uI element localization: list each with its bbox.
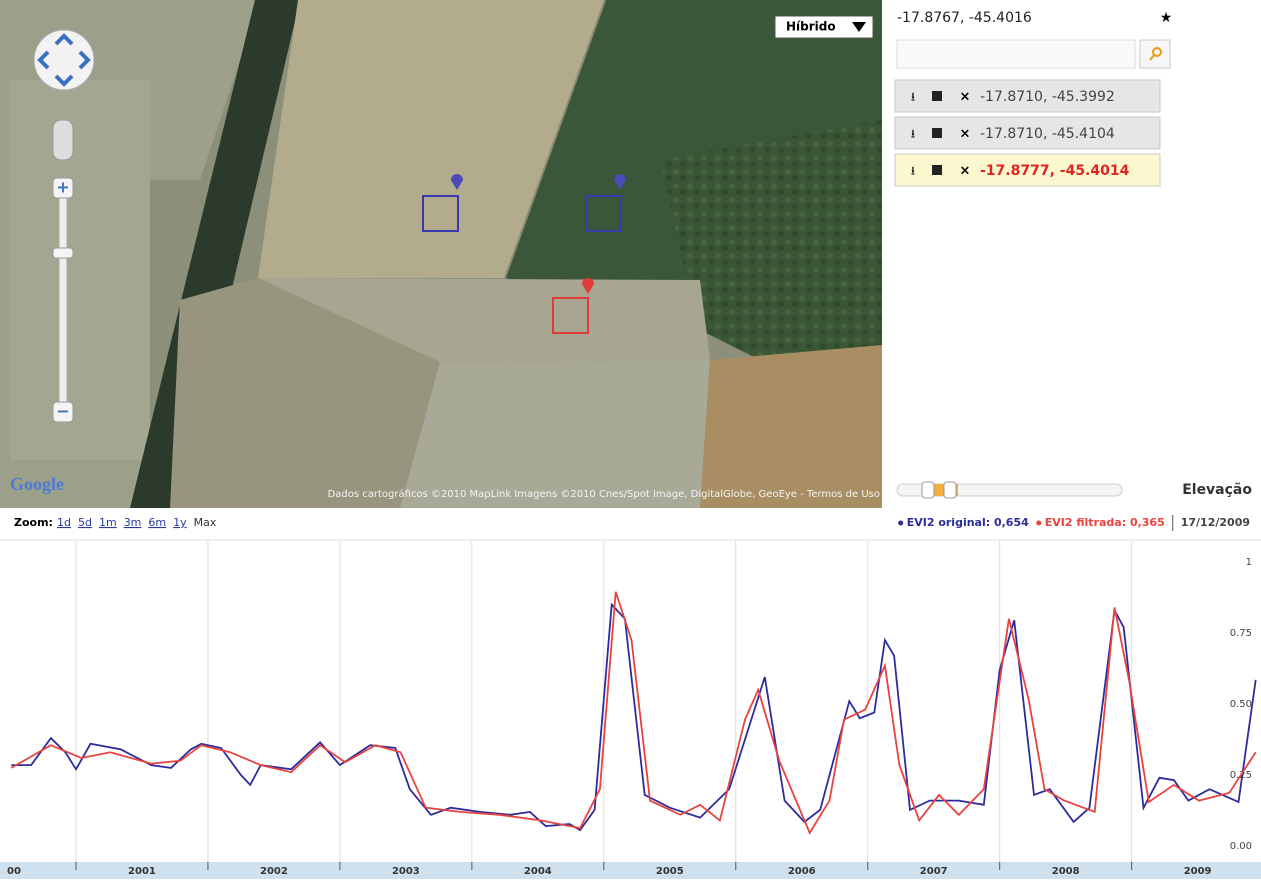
y-tick-label: 0.50 [1230, 699, 1252, 710]
x-tick-label: 2005 [656, 866, 684, 877]
x-tick-label: 2007 [920, 866, 948, 877]
x-tick-label: 2006 [788, 866, 816, 877]
icon: ⭳ [911, 164, 915, 178]
zoom-option[interactable]: 5d [78, 516, 92, 529]
x-tick-label: 2009 [1184, 866, 1212, 877]
icon[interactable]: × [960, 164, 971, 179]
series-line [10, 591, 1257, 835]
x-tick-label: 2008 [1052, 866, 1080, 877]
zoom-option[interactable]: 6m [148, 516, 166, 529]
icon: ⭳ [911, 127, 915, 141]
logo: Google [10, 474, 64, 494]
y-tick-label: 0.75 [1230, 628, 1252, 639]
zoom-option[interactable]: 1d [57, 516, 71, 529]
x-tick-label: 2003 [392, 866, 420, 877]
zoom-option[interactable]: 3m [124, 516, 142, 529]
attribution: Dados cartográficos ©2010 MapLink Imagen… [328, 488, 880, 500]
legend-dot [898, 520, 904, 526]
icon [932, 128, 942, 138]
zoom-label: Zoom: [14, 516, 53, 529]
icon [932, 91, 942, 101]
y-tick-label: 0.00 [1230, 841, 1252, 852]
svg-text:+: + [56, 178, 69, 197]
legend-dot [1036, 520, 1042, 526]
point-coords: -17.8710, -45.3992 [980, 89, 1115, 105]
x-tick-label: 2004 [524, 866, 552, 877]
sidebar: -17.8767, -45.4016 ★ ⭳ × -17.8710, -45.399… [894, 10, 1252, 499]
slider-handle[interactable] [943, 481, 957, 499]
icon: ⭳ [911, 90, 915, 104]
x-tick-label: 2001 [128, 866, 156, 877]
zoom-option[interactable]: 1m [99, 516, 117, 529]
icon [932, 165, 942, 175]
map[interactable]: + − Híbrido Google Dados cartográficos ©… [0, 0, 882, 508]
chart: 00 2001 2002 2003 2004 2005 2006 2007 2008 2009 0.… [7, 541, 1257, 877]
current-coords: -17.8767, -45.4016 [897, 10, 1032, 26]
x-tick-label: 2002 [260, 866, 288, 877]
svg-text:−: − [56, 402, 69, 421]
zoom-option[interactable]: 1y [173, 516, 187, 529]
icon[interactable]: × [960, 127, 971, 142]
icon[interactable]: × [960, 90, 971, 105]
search-button[interactable] [1139, 39, 1171, 69]
date: 17/12/2009 [1181, 516, 1250, 529]
point-coords: -17.8777, -45.4014 [980, 163, 1130, 179]
search-input[interactable] [896, 39, 1136, 69]
x-tick-label: 00 [7, 866, 21, 877]
elevation-label: Elevação [1182, 482, 1252, 498]
slider-handle[interactable] [921, 481, 935, 499]
point-coords: -17.8710, -45.4104 [980, 126, 1115, 142]
legend-entry: EVI2 filtrada: 0,365 [1045, 516, 1165, 529]
map-type[interactable]: Híbrido [786, 20, 836, 34]
legend-entry: EVI2 original: 0,654 [907, 516, 1029, 529]
series-line [11, 602, 1257, 832]
y-tick-label: 1 [1246, 557, 1252, 568]
zoom-option[interactable]: Max [194, 516, 217, 529]
favorite-star[interactable]: ★ [1160, 10, 1173, 26]
